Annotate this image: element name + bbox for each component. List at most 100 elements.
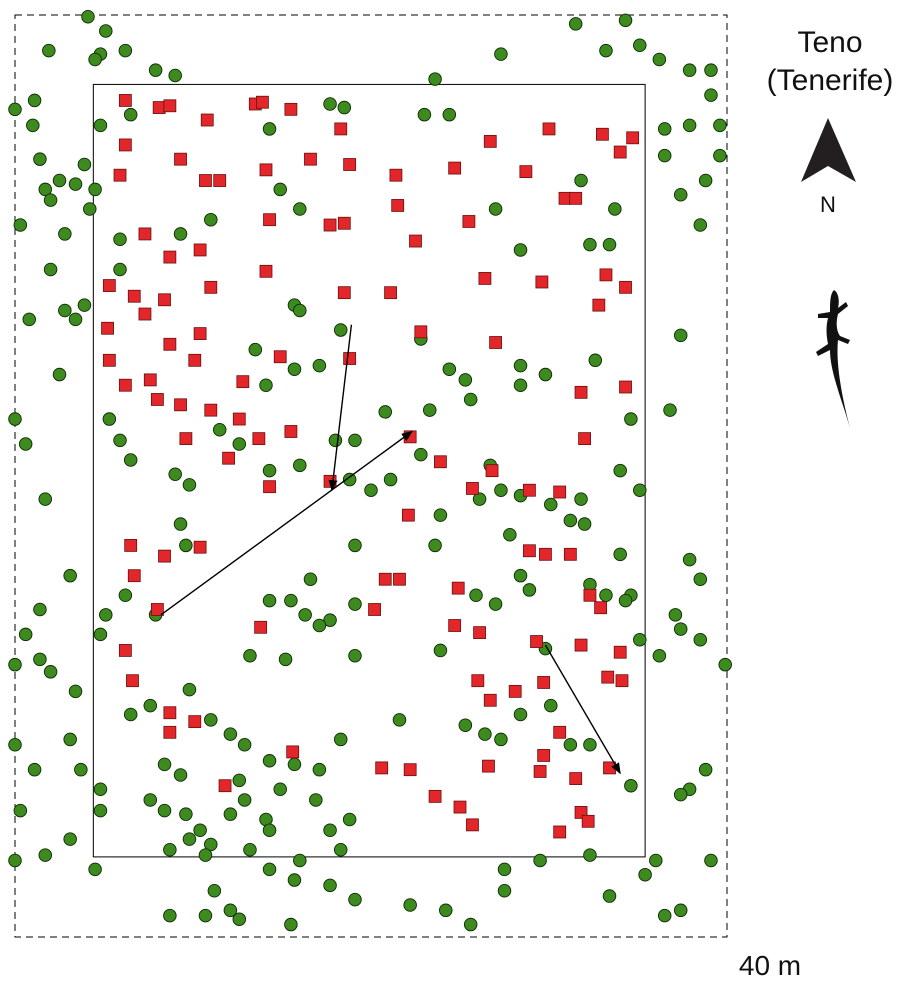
point (498, 884, 511, 897)
point (94, 628, 107, 641)
point (579, 433, 591, 445)
point (674, 329, 687, 342)
point (83, 203, 96, 216)
point (486, 465, 498, 477)
point (495, 484, 508, 497)
point (570, 192, 582, 204)
point (614, 646, 626, 658)
point (334, 324, 347, 337)
point (164, 843, 177, 856)
point (287, 746, 299, 758)
point (34, 653, 47, 666)
point (183, 683, 196, 696)
point (604, 762, 616, 774)
point (674, 623, 687, 636)
point (294, 459, 307, 472)
point (14, 219, 27, 232)
point (99, 25, 112, 38)
point (653, 53, 666, 66)
point (443, 108, 456, 121)
point (489, 203, 502, 216)
point (639, 868, 652, 881)
point (238, 738, 251, 751)
point (288, 874, 301, 887)
point (543, 123, 555, 135)
point (201, 114, 213, 126)
point (334, 733, 347, 746)
point (714, 149, 727, 162)
point (554, 726, 566, 738)
point (114, 233, 127, 246)
point (264, 214, 276, 226)
point (139, 228, 151, 240)
point (627, 132, 639, 144)
point (313, 359, 326, 372)
point (64, 733, 77, 746)
point (69, 685, 82, 698)
point (415, 448, 428, 461)
point (650, 854, 663, 867)
point (683, 553, 696, 566)
point (244, 843, 257, 856)
point (94, 804, 107, 817)
point (694, 573, 707, 586)
point (344, 159, 356, 171)
point (263, 464, 276, 477)
point (439, 904, 452, 917)
point (102, 322, 114, 334)
point (653, 649, 666, 662)
point (39, 493, 52, 506)
point (19, 438, 32, 451)
point (89, 183, 102, 196)
point (658, 123, 671, 136)
point (310, 794, 323, 807)
point (385, 287, 397, 299)
point (194, 328, 206, 340)
point (338, 287, 350, 299)
point (69, 313, 82, 326)
point (699, 763, 712, 776)
point (536, 276, 548, 288)
point (324, 879, 337, 892)
point (418, 108, 431, 121)
point (459, 374, 472, 387)
point (175, 153, 187, 165)
point (199, 909, 212, 922)
point (365, 484, 378, 497)
point (294, 854, 307, 867)
point (34, 153, 47, 166)
point (285, 918, 298, 931)
point (199, 849, 212, 862)
point (180, 433, 192, 445)
point (263, 123, 276, 136)
point (175, 399, 187, 411)
point (338, 101, 351, 114)
point (114, 263, 127, 276)
point (402, 509, 414, 521)
point (514, 244, 527, 257)
point (263, 594, 276, 607)
point (224, 728, 237, 741)
movement-arrow (161, 432, 412, 615)
point (582, 815, 594, 827)
point (614, 548, 627, 561)
point (343, 813, 356, 826)
point (9, 413, 22, 426)
point (159, 550, 171, 562)
point (128, 290, 140, 302)
point (64, 833, 77, 846)
point (474, 627, 486, 639)
point (463, 215, 475, 227)
point (495, 733, 508, 746)
point (344, 353, 356, 365)
chart-subtitle: (Tenerife) (767, 64, 894, 97)
point (514, 379, 527, 392)
point (584, 589, 596, 601)
point (164, 909, 177, 922)
point (9, 103, 22, 116)
point (616, 675, 628, 687)
point (452, 582, 464, 594)
point (575, 174, 588, 187)
point (633, 633, 646, 646)
point (674, 788, 687, 801)
